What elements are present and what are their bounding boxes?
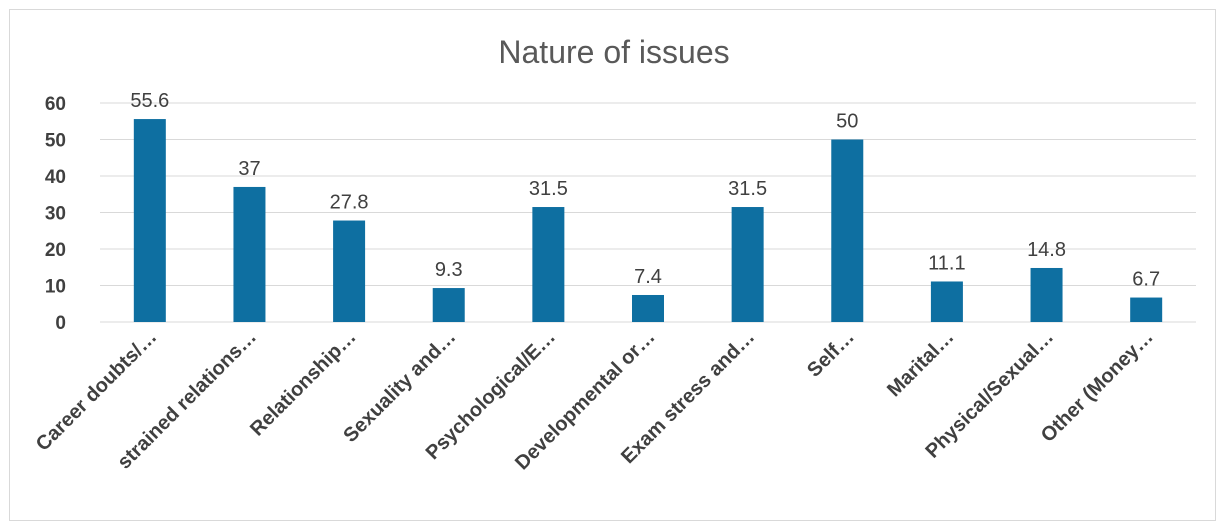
y-tick-label: 0 <box>55 313 66 334</box>
y-tick-label: 50 <box>45 131 66 152</box>
data-label: 27.8 <box>330 192 369 214</box>
chart-frame <box>9 9 1216 521</box>
data-label: 31.5 <box>728 178 767 200</box>
data-label: 55.6 <box>130 90 169 112</box>
bar <box>133 119 166 322</box>
data-label: 9.3 <box>435 259 463 281</box>
y-axis-ticks: 0 10 20 30 40 50 60 <box>45 94 66 334</box>
bar <box>333 220 366 322</box>
data-label: 50 <box>836 111 858 133</box>
data-labels: 55.6 37 27.8 9.3 31.5 7.4 31.5 50 11.1 14.8 6.7 <box>130 90 1160 290</box>
data-label: 37 <box>238 158 260 180</box>
bar <box>432 288 465 322</box>
bars <box>133 119 1163 322</box>
x-axis-ticks: Career doubts/…strained relations…Relati… <box>32 326 1158 474</box>
x-tick-label: Marital… <box>883 326 958 401</box>
y-tick-label: 10 <box>45 277 66 298</box>
bar <box>532 207 565 322</box>
bar <box>831 139 864 322</box>
bar <box>1030 267 1063 322</box>
bar <box>233 186 266 322</box>
data-label: 11.1 <box>928 252 965 274</box>
data-label: 14.8 <box>1027 239 1066 261</box>
data-label: 31.5 <box>529 178 568 200</box>
chart-title: Nature of issues <box>498 34 729 70</box>
y-tick-label: 30 <box>45 204 66 225</box>
data-label: 6.7 <box>1132 269 1160 291</box>
y-tick-label: 60 <box>45 94 66 115</box>
bar <box>632 294 664 322</box>
data-label: 7.4 <box>634 266 662 288</box>
bar <box>930 281 963 322</box>
y-tick-label: 40 <box>45 167 66 188</box>
bar <box>1130 297 1163 322</box>
bar <box>731 207 764 322</box>
x-tick-label: Self… <box>803 326 859 382</box>
x-tick-label: Relationship… <box>246 326 361 441</box>
y-tick-label: 20 <box>45 240 66 261</box>
gridlines <box>100 102 1196 323</box>
